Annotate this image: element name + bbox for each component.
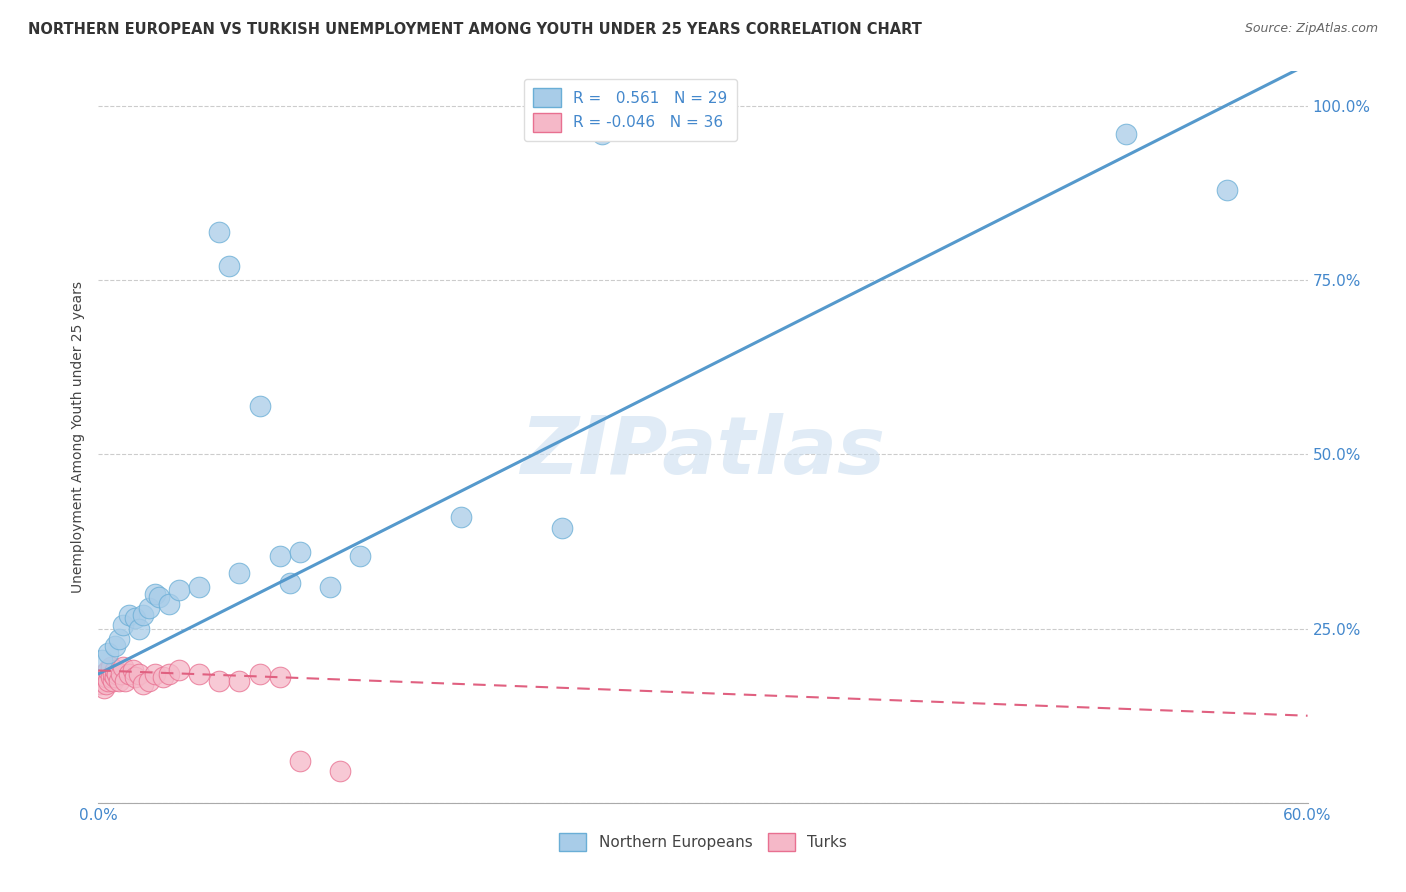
Point [96,670,118,684]
Point [551,521,574,535]
Point [288,545,311,559]
Point [319,580,342,594]
Point [107,632,129,646]
Point [101,667,124,681]
Point [269,549,291,563]
Point [91,653,114,667]
Point [167,583,190,598]
Legend: Northern Europeans, Turks: Northern Europeans, Turks [553,827,853,857]
Point [89,677,111,691]
Point [124,611,146,625]
Point [228,673,250,688]
Point [269,670,291,684]
Point [124,670,146,684]
Point [105,667,128,681]
Point [228,566,250,580]
Point [100,670,122,684]
Point [128,622,150,636]
Text: ZIPatlas: ZIPatlas [520,413,886,491]
Point [97,664,120,678]
Point [143,667,166,681]
Point [208,673,231,688]
Point [103,639,125,653]
Point [118,607,141,622]
Point [93,667,115,681]
Point [128,667,150,681]
Point [591,127,613,141]
Point [97,673,120,688]
Point [138,600,160,615]
Point [143,587,166,601]
Point [114,673,136,688]
Point [118,667,141,681]
Point [218,260,240,274]
Point [107,673,129,688]
Point [288,754,311,768]
Point [188,667,211,681]
Point [1115,127,1137,141]
Point [121,664,143,678]
Point [103,670,125,684]
Point [110,667,132,681]
Point [1216,183,1239,197]
Point [103,664,125,678]
Text: Source: ZipAtlas.com: Source: ZipAtlas.com [1244,22,1378,36]
Point [101,673,124,688]
Point [249,667,271,681]
Point [91,673,114,688]
Point [93,681,115,695]
Point [152,670,174,684]
Point [349,549,371,563]
Point [97,646,120,660]
Point [188,580,211,594]
Y-axis label: Unemployment Among Youth under 25 years: Unemployment Among Youth under 25 years [72,281,86,593]
Point [148,591,170,605]
Point [132,607,155,622]
Point [132,677,155,691]
Point [278,576,301,591]
Point [249,399,271,413]
Point [157,667,180,681]
Point [208,225,231,239]
Point [100,660,122,674]
Point [111,618,134,632]
Point [450,510,472,524]
Point [329,764,352,779]
Point [138,673,160,688]
Point [111,660,134,674]
Text: NORTHERN EUROPEAN VS TURKISH UNEMPLOYMENT AMONG YOUTH UNDER 25 YEARS CORRELATION: NORTHERN EUROPEAN VS TURKISH UNEMPLOYMEN… [28,22,922,37]
Point [157,597,180,611]
Point [96,677,118,691]
Point [167,664,190,678]
